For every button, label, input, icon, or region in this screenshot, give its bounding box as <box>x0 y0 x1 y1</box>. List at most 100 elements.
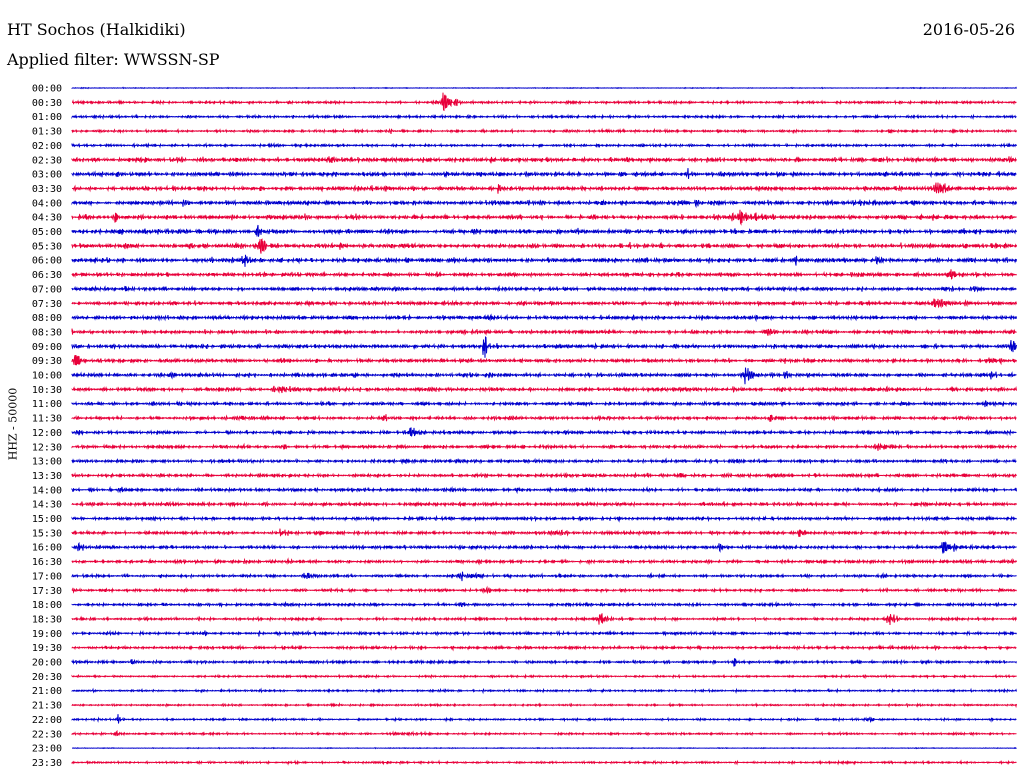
trace-0430 <box>71 209 1017 226</box>
tick-label-1430: 14:30 <box>32 500 62 511</box>
date-label: 2016-05-26 <box>922 20 1015 39</box>
tick-label-0800: 08:00 <box>32 313 62 324</box>
trace-1730 <box>71 585 1017 595</box>
trace-0400 <box>71 198 1017 209</box>
trace-0930 <box>71 354 1017 366</box>
trace-0030 <box>71 92 1017 112</box>
trace-2330 <box>71 759 1017 766</box>
tick-label-1300: 13:00 <box>32 457 62 468</box>
tick-label-2330: 23:30 <box>32 758 62 769</box>
trace-0700 <box>71 284 1017 293</box>
trace-0600 <box>71 254 1017 267</box>
tick-label-0000: 00:00 <box>32 84 62 95</box>
tick-label-0900: 09:00 <box>32 342 62 353</box>
tick-label-1600: 16:00 <box>32 543 62 554</box>
trace-0830 <box>71 328 1017 336</box>
tick-label-0830: 08:30 <box>32 327 62 338</box>
tick-label-0130: 01:30 <box>32 127 62 138</box>
trace-1030 <box>71 385 1017 394</box>
trace-2130 <box>71 701 1017 709</box>
tick-label-2130: 21:30 <box>32 701 62 712</box>
trace-0900 <box>71 336 1017 358</box>
tick-label-1900: 19:00 <box>32 629 62 640</box>
trace-1830 <box>71 613 1017 626</box>
trace-0300 <box>71 168 1017 179</box>
tick-label-2100: 21:00 <box>32 686 62 697</box>
station-title: HT Sochos (Halkidiki) <box>7 20 186 39</box>
trace-1930 <box>71 643 1017 652</box>
trace-0800 <box>71 313 1017 323</box>
trace-0330 <box>71 182 1017 194</box>
trace-1700 <box>71 571 1017 582</box>
tick-label-1730: 17:30 <box>32 586 62 597</box>
trace-2030 <box>71 673 1017 680</box>
tick-label-2030: 20:30 <box>32 672 62 683</box>
trace-1400 <box>71 485 1017 495</box>
tick-label-0700: 07:00 <box>32 284 62 295</box>
tick-label-2000: 20:00 <box>32 658 62 669</box>
trace-0230 <box>71 155 1017 164</box>
tick-label-0500: 05:00 <box>32 227 62 238</box>
tick-label-2200: 22:00 <box>32 715 62 726</box>
tick-label-0030: 00:30 <box>32 98 62 109</box>
tick-label-0600: 06:00 <box>32 256 62 267</box>
trace-2000 <box>71 658 1017 667</box>
tick-label-1400: 14:00 <box>32 485 62 496</box>
trace-1500 <box>71 514 1017 523</box>
trace-0130 <box>71 127 1017 135</box>
trace-2300 <box>72 746 1017 750</box>
tick-label-0530: 05:30 <box>32 241 62 252</box>
tick-label-0330: 03:30 <box>32 184 62 195</box>
tick-label-1330: 13:30 <box>32 471 62 482</box>
tick-label-1130: 11:30 <box>32 414 62 425</box>
trace-1100 <box>71 399 1017 408</box>
tick-label-0430: 04:30 <box>32 213 62 224</box>
tick-label-1800: 18:00 <box>32 600 62 611</box>
trace-1630 <box>71 557 1017 566</box>
tick-label-1030: 10:30 <box>32 385 62 396</box>
tick-label-1530: 15:30 <box>32 528 62 539</box>
trace-0630 <box>71 269 1017 280</box>
tick-label-0730: 07:30 <box>32 299 62 310</box>
trace-2230 <box>71 729 1017 737</box>
trace-1900 <box>71 629 1017 637</box>
trace-1130 <box>71 414 1017 422</box>
trace-1300 <box>71 457 1017 465</box>
trace-1230 <box>71 442 1017 451</box>
tick-label-1830: 18:30 <box>32 614 62 625</box>
tick-label-1100: 11:00 <box>32 399 62 410</box>
tick-label-1700: 17:00 <box>32 571 62 582</box>
tick-labels: 00:00 00:30 01:00 01:30 02:00 02:30 03:00 03:30… <box>32 84 62 769</box>
tick-label-0230: 02:30 <box>32 155 62 166</box>
trace-0500 <box>71 224 1017 237</box>
trace-1800 <box>71 600 1017 609</box>
trace-0100 <box>71 113 1017 121</box>
trace-0730 <box>71 298 1017 309</box>
tick-label-0300: 03:00 <box>32 170 62 181</box>
trace-1600 <box>71 541 1017 554</box>
trace-lines <box>71 86 1017 766</box>
trace-2200 <box>71 714 1017 724</box>
trace-1330 <box>71 471 1017 479</box>
filter-label: Applied filter: WWSSN-SP <box>7 50 220 69</box>
tick-label-1930: 19:30 <box>32 643 62 654</box>
trace-1530 <box>71 528 1017 538</box>
trace-0530 <box>71 238 1017 254</box>
tick-label-0400: 04:00 <box>32 198 62 209</box>
tick-label-1000: 10:00 <box>32 371 62 382</box>
trace-0000 <box>71 86 1017 90</box>
trace-0200 <box>71 142 1017 149</box>
tick-label-2300: 23:00 <box>32 744 62 755</box>
tick-label-0630: 06:30 <box>32 270 62 281</box>
tick-label-0100: 01:00 <box>32 112 62 123</box>
tick-label-1500: 15:00 <box>32 514 62 525</box>
tick-label-0930: 09:30 <box>32 356 62 367</box>
tick-label-1200: 12:00 <box>32 428 62 439</box>
tick-label-2230: 22:30 <box>32 729 62 740</box>
trace-2100 <box>71 687 1017 695</box>
tick-label-0200: 02:00 <box>32 141 62 152</box>
trace-1430 <box>71 500 1017 508</box>
tick-label-1630: 16:30 <box>32 557 62 568</box>
trace-1000 <box>71 367 1017 385</box>
